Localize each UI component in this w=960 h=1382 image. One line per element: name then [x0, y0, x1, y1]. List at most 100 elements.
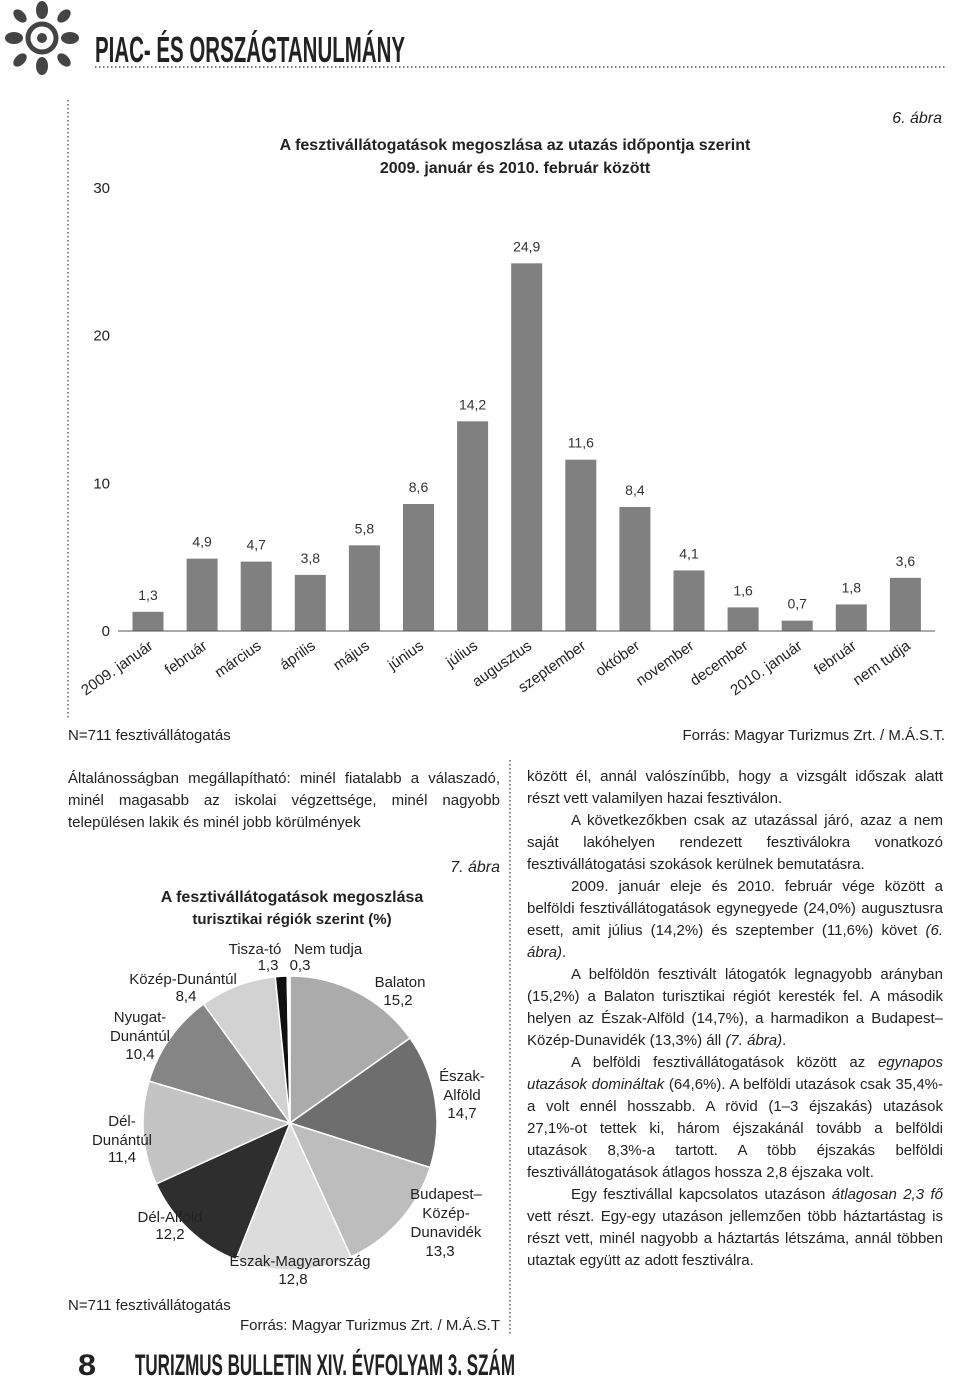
value-label: 0,7 [787, 596, 807, 612]
right-column: között él, annál valószínűbb, hogy a viz… [527, 766, 943, 1272]
text-run: vett részt. Egy-egy utazáson jellemzően … [527, 1208, 943, 1269]
pie-slice [288, 1037, 438, 1169]
slice-value: 12,8 [278, 1271, 308, 1288]
pie-chart: 7. ábra A fesztivállátogatások megoszlása… [68, 760, 511, 1335]
slice-value: 13,3 [425, 1243, 455, 1260]
slice-label: Tisza-tó [228, 941, 282, 958]
bar [889, 577, 921, 631]
value-label: 4,7 [246, 537, 266, 553]
paragraph: között él, annál valószínűbb, hogy a viz… [527, 766, 943, 810]
slice-label: Nem tudja [293, 941, 363, 958]
bar-chart: 6. ábra A fesztivállátogatások megoszlása… [67, 100, 945, 744]
slice-label: Közép-Dunántúl [129, 971, 237, 988]
pie-slice [142, 1080, 293, 1185]
slice-value: 0,3 [289, 957, 311, 974]
page-number: 8 [78, 1349, 96, 1382]
slice-label: Dél-Alföld [137, 1209, 203, 1226]
slice-label: Dél-Dunántúl [91, 1113, 153, 1149]
section-title: PIAC- ÉS ORSZÁGTANULMÁNY [95, 29, 405, 70]
slice-label: Balaton [374, 974, 426, 991]
value-label: 3,6 [896, 553, 916, 569]
chart-subtitle: 2009. január és 2010. február között [380, 160, 651, 177]
y-tick-label: 0 [102, 623, 110, 640]
slice-label: Nyugat-Dunántúl [109, 1009, 171, 1045]
slice-label: Budapest–Közép-Dunavidék [410, 1186, 482, 1241]
paragraph: 2009. január eleje és 2010. február vége… [527, 876, 943, 964]
pie-slice [288, 1121, 432, 1258]
text-run: A következőkben csak az utazással járó, … [527, 812, 943, 873]
value-label: 1,6 [733, 582, 753, 598]
text-run: 2009. január eleje és 2010. február vége… [527, 878, 943, 939]
italic-run: egynapos utazások domináltak [527, 1054, 943, 1093]
paragraph: A belföldi fesztivállátogatások között a… [527, 1052, 943, 1184]
y-tick-label: 30 [93, 180, 110, 197]
bar [673, 570, 705, 631]
chart-source: Forrás: Magyar Turizmus Zrt. / M.Á.S.T. [682, 727, 945, 744]
text-run: . [782, 1032, 787, 1049]
bar [619, 506, 651, 631]
pie-slice [289, 975, 412, 1125]
bar [240, 561, 272, 631]
pie-slice [286, 975, 291, 1124]
bar [781, 620, 813, 631]
slice-label: Észak-Magyarország [229, 1253, 371, 1270]
ornament [5, 1, 79, 75]
figure-label: 7. ábra [450, 859, 500, 876]
publication: TURIZMUS BULLETIN XIV. ÉVFOLYAM 3. SZÁM [135, 1348, 515, 1382]
chart-note: N=711 fesztivállátogatás [68, 727, 231, 744]
slice-value: 1,3 [257, 957, 279, 974]
slice-value: 10,4 [125, 1046, 155, 1063]
chart-subtitle: turisztikai régiók szerint (%) [192, 911, 391, 928]
value-label: 3,8 [301, 550, 321, 566]
text-run: (64,6%). A belföldi utazások csak 35,4%-… [527, 1076, 944, 1181]
slice-value: 15,2 [383, 992, 413, 1009]
value-label: 11,6 [568, 435, 594, 451]
value-label: 24,9 [513, 238, 540, 254]
value-label: 14,2 [459, 396, 486, 412]
bar [457, 421, 489, 631]
chart-note: N=711 fesztivállátogatás [68, 1297, 231, 1314]
chart-title: A fesztivállátogatások megoszlása [161, 889, 424, 906]
paragraph: Általánosságban megállapítható: minél fi… [68, 770, 500, 831]
bar [565, 459, 597, 631]
italic-run: (7. ábra) [725, 1032, 783, 1049]
text-run: . [562, 944, 567, 961]
paragraph: A belföldön fesztivált látogatók legnagy… [527, 964, 943, 1052]
italic-run: átlagosan 2,3 fő [831, 1186, 943, 1203]
bar [132, 611, 164, 631]
header: PIAC- ÉS ORSZÁGTANULMÁNY [5, 1, 945, 75]
x-tick-label: nem tudja [850, 637, 914, 689]
bar [186, 558, 218, 631]
slice-value: 8,4 [175, 988, 197, 1005]
bar [727, 607, 759, 631]
slice-label: Észak-Alföld [439, 1068, 485, 1104]
figure-label: 6. ábra [892, 110, 942, 127]
text-run: között él, annál valószínűbb, hogy a viz… [527, 768, 943, 807]
slice-value: 11,4 [107, 1149, 137, 1166]
value-label: 5,8 [355, 520, 375, 536]
value-label: 8,6 [409, 479, 429, 495]
italic-run: (6. ábra) [527, 922, 943, 961]
footer: 8 TURIZMUS BULLETIN XIV. ÉVFOLYAM 3. SZÁ… [78, 1348, 515, 1382]
value-label: 8,4 [625, 482, 645, 498]
y-tick-label: 10 [93, 475, 110, 492]
text-run: A belföldön fesztivált látogatók legnagy… [527, 966, 943, 1049]
bar [835, 604, 867, 631]
slice-value: 14,7 [447, 1105, 477, 1122]
value-label: 4,1 [679, 545, 699, 561]
y-tick-label: 20 [93, 328, 110, 345]
bar [294, 574, 326, 631]
chart-source: Forrás: Magyar Turizmus Zrt. / M.Á.S.T [240, 1317, 500, 1334]
bar [403, 504, 434, 631]
pie-slice [234, 1121, 352, 1271]
pie-slice [148, 1003, 292, 1125]
bar [348, 545, 380, 631]
bar [511, 263, 543, 631]
value-label: 1,8 [842, 579, 862, 595]
value-label: 4,9 [192, 534, 212, 550]
x-tick-label: november [633, 637, 697, 689]
slice-value: 12,2 [155, 1226, 185, 1243]
chart-title: A fesztivállátogatások megoszlása az uta… [280, 137, 751, 154]
value-label: 1,3 [138, 587, 158, 603]
